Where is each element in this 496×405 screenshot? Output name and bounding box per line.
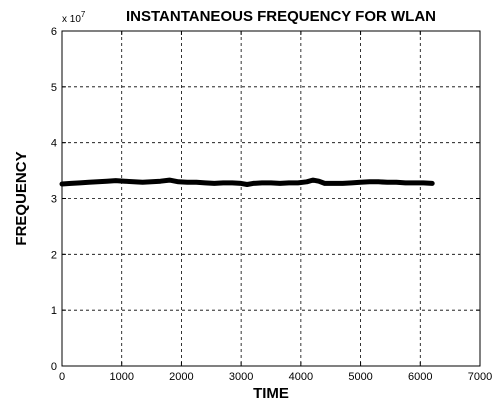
y-multiplier-exponent: 7 [81, 10, 86, 19]
x-tick-label: 5000 [348, 371, 372, 383]
x-tick-label: 6000 [408, 371, 432, 383]
grid-lines [62, 31, 480, 366]
y-tick-label: 3 [51, 194, 57, 206]
y-tick-label: 6 [51, 26, 57, 38]
x-axis-title: TIME [253, 385, 289, 402]
x-tick-label: 1000 [109, 371, 133, 383]
frequency-series-line [59, 177, 435, 187]
chart-title: INSTANTANEOUS FREQUENCY FOR WLAN [126, 8, 436, 25]
x-tick-label: 0 [59, 371, 65, 383]
x-tick-label: 2000 [169, 371, 193, 383]
x-tick-label: 7000 [468, 371, 492, 383]
y-tick-label: 2 [51, 249, 57, 261]
axis-ticks: 0 1000 2000 3000 4000 5000 6000 7000 0 1 2 3 4 5 6 [51, 26, 492, 383]
x-tick-label: 3000 [229, 371, 253, 383]
y-tick-label: 0 [51, 361, 57, 373]
y-tick-label: 5 [51, 82, 57, 94]
y-multiplier-base: x 10 [62, 14, 81, 25]
series-layer [59, 177, 435, 187]
y-tick-label: 4 [51, 138, 57, 150]
y-scale-multiplier: x 107 [62, 10, 86, 25]
x-tick-label: 4000 [289, 371, 313, 383]
y-axis-title: FREQUENCY [13, 151, 30, 245]
y-tick-label: 1 [51, 305, 57, 317]
